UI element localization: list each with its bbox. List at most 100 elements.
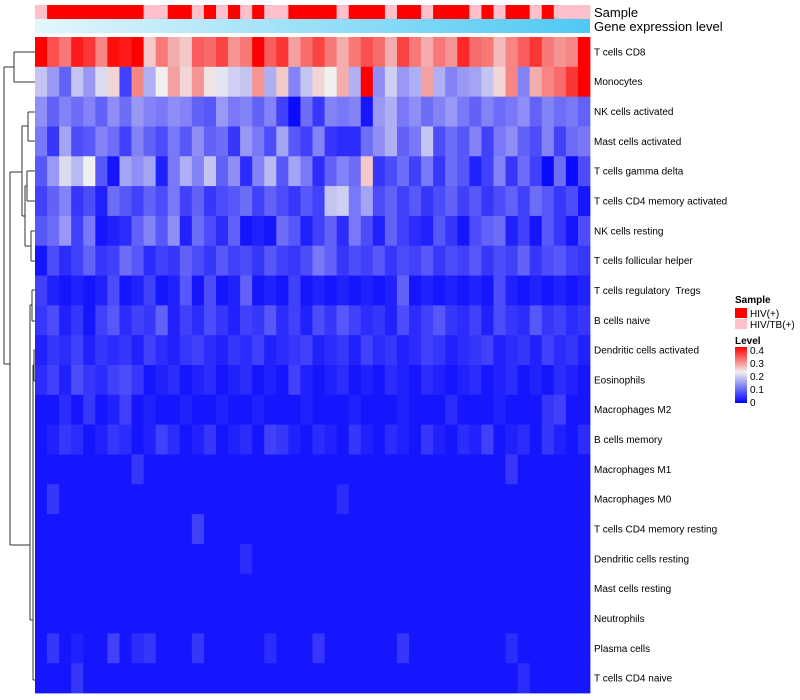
heatmap-cell [300, 394, 313, 426]
heatmap-cell [565, 365, 579, 396]
heatmap-cell [553, 484, 567, 515]
heatmap-cell [288, 454, 301, 485]
heatmap-cell [191, 484, 205, 515]
heatmap-cell [228, 215, 241, 247]
heatmap-cell [228, 573, 241, 604]
heatmap-cell [312, 126, 325, 157]
heatmap-cell [348, 514, 362, 545]
heatmap-cell [264, 394, 277, 426]
heatmap-cell [565, 37, 579, 68]
heatmap-cell [529, 484, 543, 515]
heatmap-cell [457, 603, 470, 634]
heatmap-cell [47, 633, 60, 664]
heatmap-cell [409, 573, 422, 604]
heatmap-cell [529, 245, 543, 276]
heatmap-cell [433, 633, 446, 664]
heatmap-cell [505, 514, 519, 545]
heatmap-cell [541, 156, 555, 187]
heatmap-cell [59, 633, 72, 664]
heatmap-cell [529, 424, 543, 455]
heatmap-cell [372, 573, 386, 604]
heatmap-cell [336, 454, 350, 485]
heatmap-cell [83, 305, 96, 336]
heatmap-cell [493, 215, 506, 247]
heatmap-cell [336, 424, 350, 455]
heatmap-cell [421, 245, 434, 276]
heatmap-cell [35, 663, 48, 694]
heatmap-cell [384, 424, 398, 455]
heatmap-cell [565, 96, 579, 127]
heatmap-cell [179, 633, 193, 664]
heatmap-cell [433, 335, 446, 366]
heatmap-cell [252, 424, 265, 455]
heatmap-cell [421, 335, 434, 366]
heatmap-cell [421, 156, 434, 187]
heatmap-cell [167, 215, 181, 247]
heatmap-cell [228, 335, 241, 366]
heatmap-cell [336, 603, 350, 634]
heatmap-cell [47, 215, 60, 247]
heatmap-cell [421, 514, 434, 545]
heatmap-cell [409, 394, 422, 426]
heatmap-cell [529, 365, 543, 396]
heatmap-cell [264, 37, 277, 68]
heatmap-cell [95, 603, 108, 634]
heatmap-cell [360, 66, 374, 98]
heatmap-cell [565, 543, 579, 575]
heatmap-cell [324, 156, 338, 187]
heatmap-cell [47, 573, 60, 604]
heatmap-cell [553, 394, 567, 426]
heatmap-cell [493, 66, 506, 98]
heatmap-cell [155, 514, 169, 545]
heatmap-cell [565, 126, 579, 157]
heatmap-cell [384, 186, 398, 217]
heatmap-cell [541, 514, 555, 545]
heatmap-row [35, 96, 591, 127]
heatmap-cell [215, 514, 229, 545]
heatmap-cell [71, 66, 84, 98]
dendrogram-branch [24, 185, 31, 247]
heatmap-cell [529, 514, 543, 545]
row-label: NK cells activated [594, 107, 673, 118]
heatmap-row [35, 126, 591, 157]
heatmap-cell [541, 305, 555, 336]
heatmap-cell [372, 394, 386, 426]
sample-annotation-cell [529, 5, 543, 19]
heatmap-cell [360, 633, 374, 664]
sample-annotation-cell [505, 5, 519, 19]
heatmap-cell [396, 305, 410, 336]
heatmap-cell [143, 633, 157, 664]
heatmap-cell [312, 603, 325, 634]
legend-swatch-hiv-tb [735, 319, 747, 329]
heatmap-cell [276, 335, 289, 366]
heatmap-cell [312, 96, 325, 127]
heatmap-cell [505, 543, 519, 575]
heatmap-cell [517, 215, 531, 247]
heatmap-cell [421, 543, 434, 575]
heatmap-cell [47, 424, 60, 455]
heatmap-cell [119, 454, 132, 485]
heatmap-cell [553, 215, 567, 247]
heatmap-cell [191, 543, 205, 575]
heatmap-cell [529, 335, 543, 366]
heatmap-cell [143, 305, 157, 336]
heatmap-cell [384, 663, 398, 694]
heatmap-cell [131, 543, 144, 575]
heatmap-cell [565, 66, 579, 98]
heatmap-cell [553, 37, 567, 68]
heatmap-cell [565, 603, 579, 634]
heatmap-cell [119, 305, 132, 336]
heatmap-cell [445, 186, 458, 217]
heatmap-cell [348, 484, 362, 515]
heatmap-cell [469, 275, 482, 306]
sample-annotation-cell [131, 5, 144, 19]
heatmap-cell [167, 156, 181, 187]
heatmap-cell [457, 365, 470, 396]
heatmap-cell [167, 96, 181, 127]
heatmap-cell [71, 305, 84, 336]
heatmap-cell [252, 305, 265, 336]
heatmap-cell [143, 514, 157, 545]
row-label: T cells CD4 naive [594, 674, 673, 685]
heatmap-cell [35, 275, 48, 306]
sample-annotation-cell [288, 5, 301, 19]
